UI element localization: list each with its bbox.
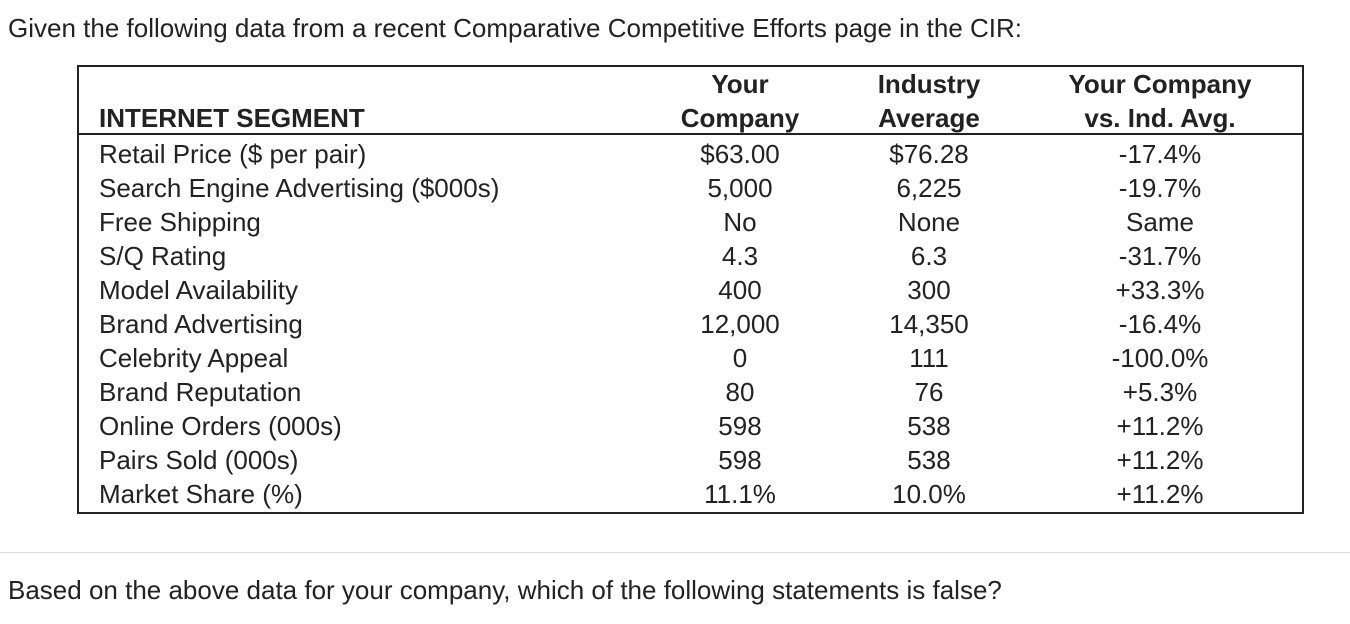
row-label: Brand Advertising xyxy=(99,309,303,339)
cell: 5,000 xyxy=(707,173,773,203)
row-label: Market Share (%) xyxy=(99,479,303,509)
table-border xyxy=(77,65,1304,514)
cell: 11.1% xyxy=(704,479,776,509)
cell: +33.3% xyxy=(1115,275,1205,305)
cell: 10.0% xyxy=(892,479,966,509)
cell: Same xyxy=(1126,207,1194,237)
cell: -19.7% xyxy=(1118,173,1202,203)
cell: +11.2% xyxy=(1116,479,1204,509)
header-rule xyxy=(77,133,1302,135)
cell: 111 xyxy=(909,343,949,373)
row-label: Pairs Sold (000s) xyxy=(99,445,299,475)
row-label: Model Availability xyxy=(99,275,298,305)
cell: 300 xyxy=(907,275,951,305)
row-label: S/Q Rating xyxy=(99,241,227,271)
intro-text: Given the following data from a recent C… xyxy=(8,13,1023,43)
cell: 400 xyxy=(718,275,762,305)
question-text: Based on the above data for your company… xyxy=(8,575,1002,605)
cell: +5.3% xyxy=(1122,377,1198,407)
cell: 76 xyxy=(914,377,944,407)
cell: 4.3 xyxy=(721,241,759,271)
row-label: Search Engine Advertising ($000s) xyxy=(99,173,500,203)
header-cell: Your Company xyxy=(1068,69,1252,99)
cell: +11.2% xyxy=(1116,445,1204,475)
cell: 0 xyxy=(732,343,748,373)
cell: 12,000 xyxy=(700,309,780,339)
cell: 80 xyxy=(725,377,755,407)
cell: $76.28 xyxy=(889,139,969,169)
header-cell: Company xyxy=(680,103,800,133)
header-cell: INTERNET SEGMENT xyxy=(99,103,365,133)
row-label: Retail Price ($ per pair) xyxy=(99,139,367,169)
row-label: Brand Reputation xyxy=(99,377,302,407)
cell: -31.7% xyxy=(1118,241,1202,271)
row-label: Celebrity Appeal xyxy=(99,343,289,373)
cell: 598 xyxy=(718,445,762,475)
row-label: Free Shipping xyxy=(99,207,261,237)
cell: -16.4% xyxy=(1118,309,1202,339)
cell: 6.3 xyxy=(910,241,948,271)
cell: +11.2% xyxy=(1116,411,1204,441)
header-cell: Average xyxy=(878,103,980,133)
cell: None xyxy=(897,207,961,237)
cell: No xyxy=(723,207,757,237)
cell: 6,225 xyxy=(896,173,962,203)
header-cell: vs. Ind. Avg. xyxy=(1084,103,1236,133)
cell: 538 xyxy=(907,411,951,441)
row-label: Online Orders (000s) xyxy=(99,411,342,441)
cell: 14,350 xyxy=(889,309,969,339)
cell: -17.4% xyxy=(1118,139,1202,169)
cell: 598 xyxy=(718,411,762,441)
cell: -100.0% xyxy=(1111,343,1209,373)
header-cell: Industry xyxy=(877,69,981,99)
header-cell: Your xyxy=(711,69,769,99)
cell: $63.00 xyxy=(700,139,780,169)
cell: 538 xyxy=(907,445,951,475)
separator xyxy=(0,552,1350,553)
